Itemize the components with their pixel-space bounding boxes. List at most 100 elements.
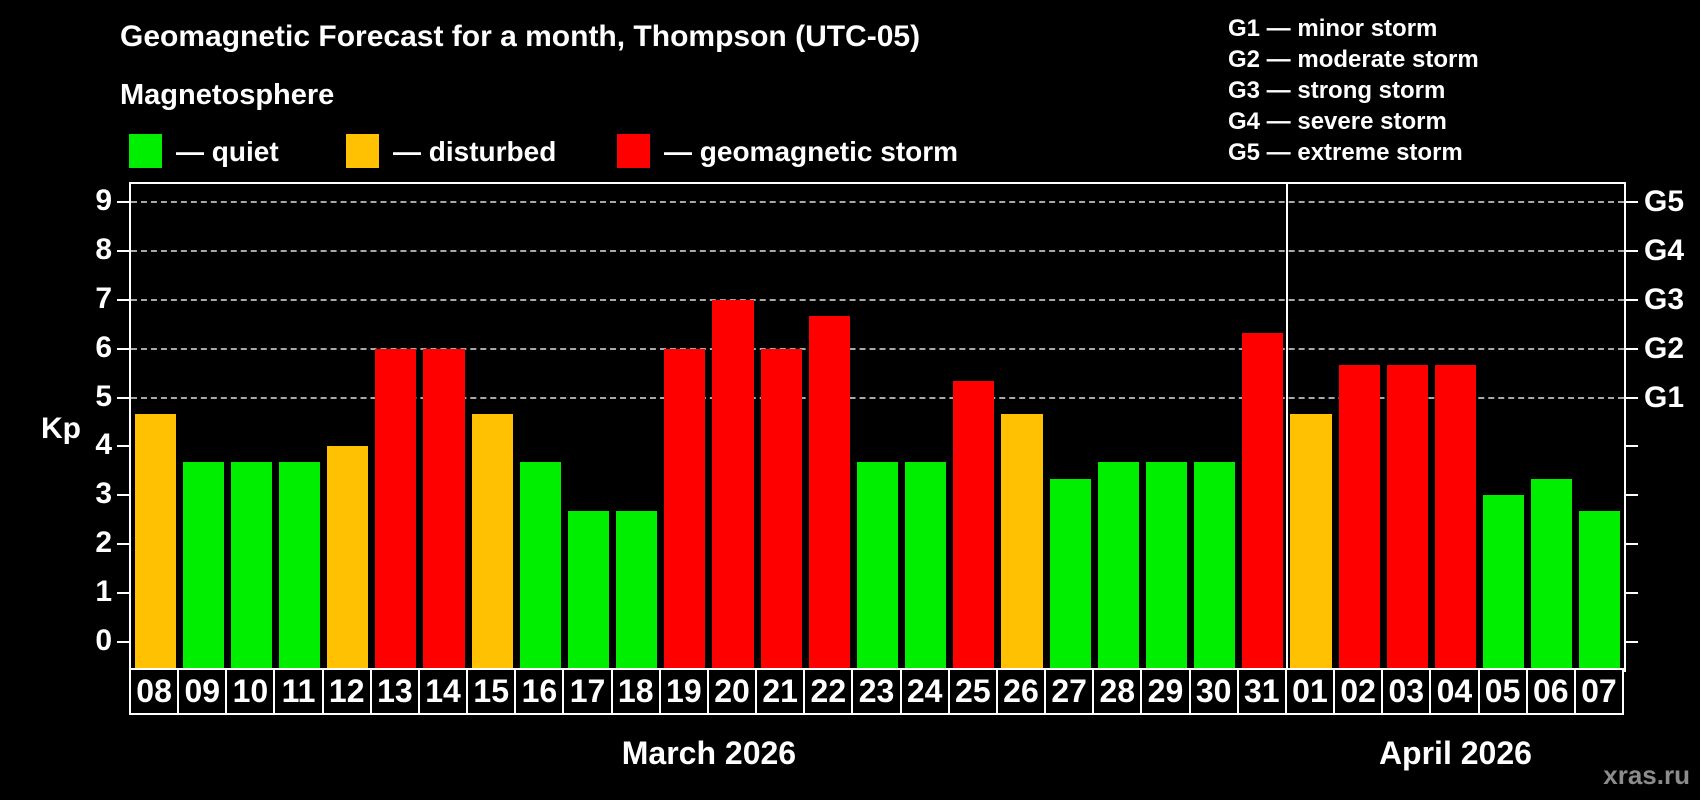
day-label-24: 24: [899, 668, 950, 715]
day-label-18: 18: [610, 668, 661, 715]
y-tick-label: 6: [95, 330, 112, 364]
bar-day-05: [1483, 495, 1525, 668]
y-tick-label: 5: [95, 379, 112, 413]
y-tick-label: 8: [95, 233, 112, 267]
day-label-07: 07: [1573, 668, 1624, 715]
day-label-15: 15: [466, 668, 517, 715]
bar-day-18: [616, 511, 658, 668]
day-label-04: 04: [1429, 668, 1480, 715]
g-scale-line-g5: G5 — extreme storm: [1228, 139, 1463, 166]
g-axis-label-g4: G4: [1644, 234, 1685, 268]
day-label-06: 06: [1525, 668, 1576, 715]
bar-day-06: [1531, 479, 1573, 668]
right-axis-tick: [1624, 591, 1638, 594]
kp-axis-label: Kp: [41, 412, 81, 445]
day-label-19: 19: [658, 668, 709, 715]
watermark: xras.ru: [1603, 760, 1690, 790]
day-label-30: 30: [1188, 668, 1239, 715]
bar-day-31: [1242, 332, 1284, 668]
g-axis-label-g3: G3: [1644, 282, 1685, 316]
bar-day-22: [808, 316, 850, 668]
bar-day-23: [856, 462, 899, 668]
bar-day-03: [1386, 364, 1428, 668]
y-tick-label: 9: [95, 184, 112, 218]
grid-line-kp7: [131, 298, 1624, 301]
right-axis-tick: [1624, 640, 1638, 643]
day-label-02: 02: [1333, 668, 1384, 715]
y-axis-tick: [117, 201, 131, 204]
y-axis-tick: [117, 543, 131, 546]
day-label-21: 21: [755, 668, 806, 715]
bar-day-25: [953, 381, 995, 668]
legend-storm-label: — geomagnetic storm: [664, 136, 959, 167]
y-axis-tick: [117, 445, 131, 448]
bar-day-28: [1097, 462, 1139, 668]
bar-day-04: [1434, 364, 1476, 668]
bar-day-20: [712, 299, 754, 668]
g-axis-label-g1: G1: [1644, 380, 1685, 414]
day-label-12: 12: [321, 668, 372, 715]
y-tick-label: 4: [95, 428, 112, 462]
g-scale-legend: G1 — minor storm G2 — moderate storm G3 …: [1228, 13, 1479, 168]
right-axis-tick: [1624, 298, 1638, 301]
day-label-16: 16: [514, 668, 565, 715]
day-label-11: 11: [273, 668, 324, 715]
grid-line-kp6: [131, 347, 1624, 350]
bar-day-10: [230, 462, 272, 668]
bar-day-29: [1145, 462, 1188, 668]
right-axis-tick: [1624, 250, 1638, 253]
day-label-20: 20: [706, 668, 758, 715]
g-scale-line-g2: G2 — moderate storm: [1228, 46, 1479, 73]
day-label-13: 13: [369, 668, 420, 715]
bar-day-01: [1290, 413, 1332, 668]
grid-line-kp5: [131, 396, 1624, 399]
g-scale-line-g1: G1 — minor storm: [1228, 15, 1438, 42]
right-axis-tick: [1624, 201, 1638, 204]
y-axis-tick: [117, 250, 131, 253]
y-axis-tick: [117, 494, 131, 497]
day-label-01: 01: [1284, 668, 1336, 715]
right-axis-tick: [1624, 543, 1638, 546]
page-title: Geomagnetic Forecast for a month, Thomps…: [120, 20, 921, 53]
g-axis-label-g2: G2: [1644, 331, 1685, 365]
month-label-april: April 2026: [1378, 735, 1532, 771]
magnetosphere-label: Magnetosphere: [120, 79, 335, 111]
y-axis-tick: [117, 591, 131, 594]
bar-day-14: [423, 348, 465, 668]
bar-day-19: [664, 348, 706, 668]
g-scale-line-g4: G4 — severe storm: [1228, 108, 1447, 135]
day-label-25: 25: [947, 668, 998, 715]
y-tick-label: 2: [95, 526, 112, 560]
right-axis-tick: [1624, 494, 1638, 497]
day-label-28: 28: [1092, 668, 1143, 715]
y-tick-label: 0: [95, 623, 112, 657]
month-label-march: March 2026: [621, 735, 797, 771]
y-axis-tick: [117, 298, 131, 301]
bar-day-16: [519, 462, 561, 668]
disturbed-color-swatch: [346, 134, 379, 168]
bar-day-13: [375, 348, 417, 668]
storm-color-swatch: [617, 134, 650, 168]
bar-day-21: [760, 348, 802, 668]
right-axis-tick: [1624, 347, 1638, 350]
grid-line-kp8: [131, 250, 1624, 253]
day-label-17: 17: [562, 668, 613, 715]
day-label-27: 27: [1044, 668, 1095, 715]
legend-quiet-label: — quiet: [176, 136, 279, 167]
y-tick-label: 1: [95, 574, 112, 608]
day-label-10: 10: [225, 668, 276, 715]
legend-disturbed-label: — disturbed: [393, 136, 557, 167]
day-label-23: 23: [851, 668, 902, 715]
right-axis-tick: [1624, 396, 1638, 399]
y-tick-label: 3: [95, 477, 112, 511]
right-axis-tick: [1624, 445, 1638, 448]
y-axis-tick: [117, 347, 131, 350]
y-tick-label: 7: [95, 281, 112, 315]
bar-day-30: [1194, 462, 1236, 668]
bar-day-02: [1338, 364, 1380, 668]
day-label-14: 14: [417, 668, 469, 715]
y-axis-tick: [117, 640, 131, 643]
bar-day-27: [1049, 479, 1091, 668]
bar-day-17: [567, 511, 610, 668]
